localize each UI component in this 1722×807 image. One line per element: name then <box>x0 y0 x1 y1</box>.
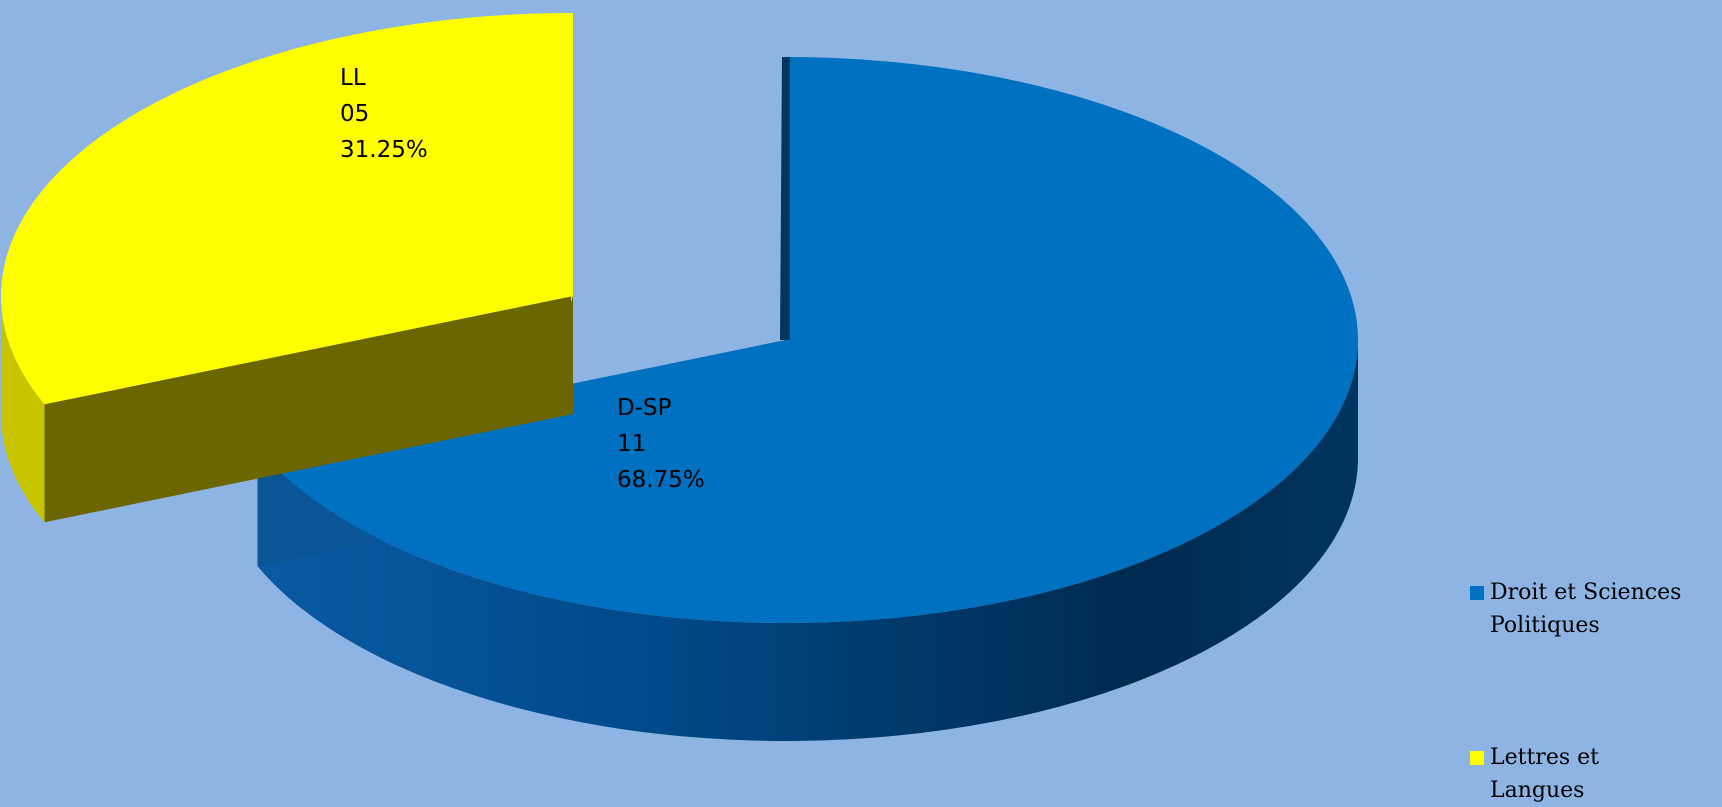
slice-percent: 31.25% <box>340 137 428 163</box>
pie-slice-droit-et-sciences-politiques <box>257 57 1358 624</box>
pie-slice-edge-blue <box>780 57 790 340</box>
pie-slice-face-yellow <box>44 296 574 523</box>
legend-label: Droit et Sciences Politiques <box>1490 580 1682 638</box>
pie-slice-side-blue <box>257 340 1358 742</box>
slice-label-droit-et-sciences-politiques: D-SP 11 68.75% <box>617 390 705 498</box>
pie-slice-lettres-et-langues <box>0 13 573 405</box>
slice-value: 11 <box>617 431 647 457</box>
legend-item-lettres-et-langues: Lettres et Langues <box>1470 741 1690 807</box>
slice-value: 05 <box>340 101 370 127</box>
pie-chart: LL 05 31.25% D-SP 11 68.75% Droit et Sci… <box>0 13 1690 803</box>
legend-swatch-blue <box>1470 586 1484 600</box>
legend-label: Lettres et Langues <box>1490 745 1599 803</box>
slice-label-lettres-et-langues: LL 05 31.25% <box>340 60 428 168</box>
slice-percent: 68.75% <box>617 467 705 493</box>
legend-item-droit-et-sciences-politiques: Droit et Sciences Politiques <box>1470 576 1690 642</box>
pie-chart-svg <box>0 13 1358 742</box>
pie-slice-side-yellow <box>1 296 45 523</box>
legend-swatch-yellow <box>1470 751 1484 765</box>
slice-short-label: D-SP <box>617 395 672 421</box>
slice-short-label: LL <box>340 65 366 91</box>
